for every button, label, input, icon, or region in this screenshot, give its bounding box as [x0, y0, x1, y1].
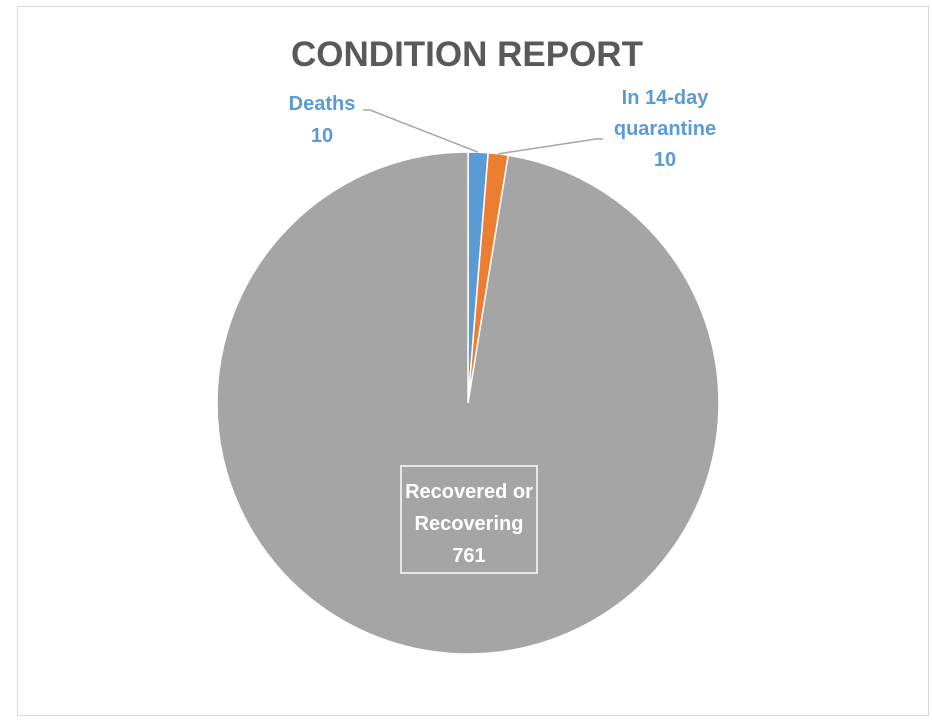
chart-title: CONDITION REPORT [291, 35, 643, 74]
pie-slice-recovered-or-recovering [216, 151, 720, 655]
leader-line-deaths [363, 109, 479, 153]
slice-label-recovered: Recovered or Recovering 761 [405, 481, 533, 567]
slice-label-deaths: Deaths 10 [289, 93, 356, 147]
slice-label-box-recovered [400, 465, 538, 574]
slice-label-quarantine: In 14-day quarantine 10 [614, 87, 716, 171]
slice-labels: Deaths 10 In 14-day quarantine 10 Recovered o… [289, 87, 716, 574]
leader-line-quarantine [498, 138, 603, 155]
pie-slices [216, 151, 720, 655]
